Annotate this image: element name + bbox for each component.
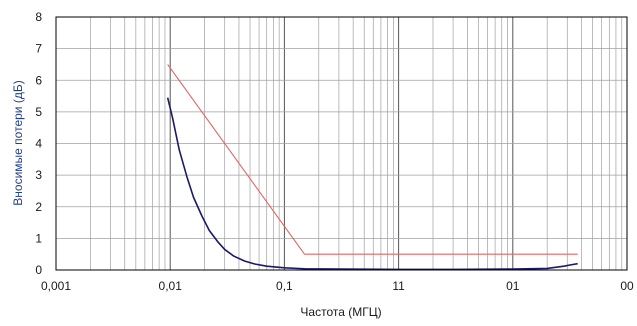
series-line-1 [166,97,578,271]
plot-series [166,64,578,271]
y-axis-tick-labels: 0 1 2 3 4 5 6 7 8 [35,10,42,277]
x-tick-label: 11 [392,279,405,293]
y-tick-label: 7 [35,42,42,56]
y-tick-label: 3 [35,168,42,182]
x-tick-label: 0,01 [159,279,183,293]
series-line-2 [167,64,578,255]
grid [56,17,627,270]
y-tick-label: 2 [35,200,42,214]
y-tick-label: 4 [35,137,42,151]
x-axis-title: Частота (МГЦ) [300,305,381,319]
plot-area-frame [55,16,628,271]
y-tick-label: 8 [35,10,42,24]
y-tick-label: 1 [35,231,42,245]
x-tick-label: 0,001 [41,279,71,293]
y-tick-label: 6 [35,73,42,87]
x-tick-label: 01 [506,279,520,293]
x-tick-label: 0,1 [276,279,293,293]
x-tick-label: 00 [620,279,634,293]
y-axis-title: Вносимые потери (дБ) [11,80,25,205]
y-tick-label: 0 [35,263,42,277]
x-axis-tick-labels: 0,001 0,01 0,1 11 01 00 [41,279,634,293]
y-tick-label: 5 [35,105,42,119]
